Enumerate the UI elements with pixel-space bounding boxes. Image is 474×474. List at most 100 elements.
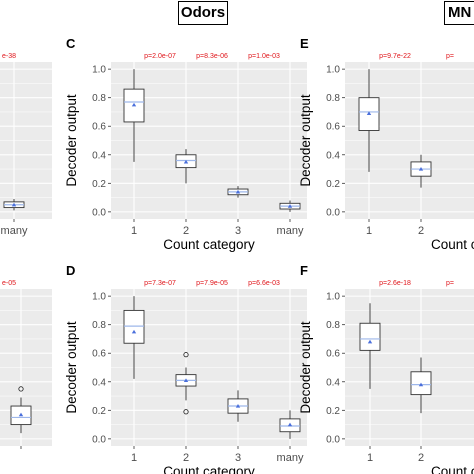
mean-marker [367,339,373,344]
mean-marker [418,382,424,387]
x-tick-label: 2 [183,452,189,464]
x-tick-label: many [277,452,304,464]
box-group [10,386,32,434]
panel-F: 0.0 0.2 0.4 0.6 0.8 1.0 1 2 Count c Decoder outpu… [298,289,474,474]
p-value-label: p= [446,280,454,287]
p-value-label: p=7.3e-07 [144,280,176,287]
box-many [3,199,25,211]
x-tick-label: 2 [418,452,424,464]
x-tick-label: 1 [131,225,137,237]
mean-marker [418,167,424,171]
panel-B [0,289,52,449]
x-axis-title: Count c [431,237,474,252]
y-tick-label: 0.8 [326,93,340,104]
y-tick-label: 0.2 [326,406,340,417]
outlier-point [18,386,24,392]
mean-marker [235,189,241,194]
y-tick-label: 1.0 [92,292,106,303]
mean-marker [366,111,372,115]
box-3 [227,186,249,198]
p-value-label: p=2.0e-07 [144,53,176,60]
y-tick-label: 0.6 [92,349,106,360]
y-axis-title: Decoder output [298,321,313,414]
y-tick-label: 0.4 [92,150,106,161]
y-tick-label: 0.0 [326,434,340,445]
mn-header: MN [444,1,474,25]
panel-C: 0.0 0.2 0.4 0.6 0.8 1.0 1 2 3 many Count category D… [64,62,307,252]
y-tick-label: 0.0 [92,207,106,218]
panel-letter-D: D [66,263,76,278]
y-tick-label: 0.2 [92,179,106,190]
x-tick-label: 1 [366,225,372,237]
box-3 [227,390,249,422]
y-tick-label: 0.4 [326,377,340,388]
mean-marker [235,404,241,408]
y-tick-label: 0.6 [326,349,340,360]
box-1 [359,303,381,389]
x-tick-label: 3 [235,452,241,464]
iqr-box [123,309,145,344]
p-value-label: p=8.3e-06 [196,53,228,60]
y-axis-title: Decoder output [64,94,79,187]
y-tick-label: 1.0 [326,292,340,303]
panel-A: many [0,62,52,237]
outlier-point [183,352,189,358]
y-axis-title: Decoder output [298,94,313,187]
y-tick-label: 0.6 [92,122,106,133]
iqr-box [359,322,381,351]
x-tick-label: 1 [367,452,373,464]
box-2 [410,357,432,414]
x-tick-label: many [277,225,304,237]
mean-marker [11,202,17,207]
y-tick-label: 0.0 [326,207,340,218]
box-2 [175,149,197,184]
y-tick-label: 0.2 [326,179,340,190]
panel-letter-C: C [66,36,76,51]
p-value-label: p= [446,53,454,60]
mean-marker [131,102,137,107]
y-tick-label: 0.8 [326,320,340,331]
x-tick-label: 2 [418,225,424,237]
p-value-label: p=2.6e-18 [379,280,411,287]
y-tick-label: 0.4 [92,377,106,388]
x-axis-title: Count category [163,237,255,252]
x-tick-label: 1 [131,452,137,464]
p-value-label: e-05 [1,280,17,287]
y-axis-title: Decoder output [64,321,79,414]
mean-marker [183,378,189,382]
box-2 [175,352,197,415]
y-tick-label: 0.8 [92,320,106,331]
box-many [279,200,301,212]
box-many [279,410,301,439]
y-tick-label: 0.0 [92,434,106,445]
y-tick-label: 1.0 [326,65,340,76]
panel-letter-E: E [300,36,309,51]
y-tick-label: 0.6 [326,122,340,133]
panel-E: 0.0 0.2 0.4 0.6 0.8 1.0 1 2 Count c Decoder outpu… [298,62,474,252]
outlier-point [183,409,189,415]
y-tick-label: 0.8 [92,93,106,104]
box-2 [410,154,432,188]
x-tick-label: many [1,225,28,237]
x-axis-title: Count category [163,464,255,474]
y-tick-label: 0.4 [326,150,340,161]
x-tick-label: 3 [235,225,241,237]
panel-letter-F: F [300,263,308,278]
x-axis-title: Count c [431,464,474,474]
box-1 [358,69,380,172]
odors-header: Odors [178,1,228,25]
mean-marker [287,422,293,427]
box-1 [123,296,145,379]
p-value-label: p=6.6e-03 [248,280,280,287]
box-1 [123,69,145,162]
p-value-label: p=7.9e-05 [196,280,228,287]
mean-marker [18,412,24,417]
x-tick-label: 2 [183,225,189,237]
mean-marker [183,159,189,164]
panel-D: 0.0 0.2 0.4 0.6 0.8 1.0 1 2 3 many Count category D… [64,289,307,474]
p-value-label: p=9.7e-22 [379,53,411,60]
p-value-label: e-38 [1,53,17,60]
mean-marker [287,204,293,208]
mean-marker [131,329,137,334]
